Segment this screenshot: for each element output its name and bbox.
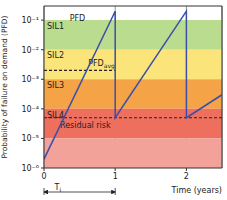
svg-text:SIL3: SIL3 — [47, 81, 64, 90]
svg-text:Probability of failure on dema: Probability of failure on demand (PFD) — [8, 15, 9, 158]
svg-text:PFDavg: PFDavg — [88, 59, 115, 70]
svg-text:Residual risk: Residual risk — [60, 121, 111, 130]
svg-text:SIL1: SIL1 — [47, 22, 64, 31]
svg-text:Time (years): Time (years) — [171, 186, 219, 195]
svg-text:10⁻⁴: 10⁻⁴ — [21, 105, 39, 114]
svg-text:10⁻¹: 10⁻¹ — [21, 16, 39, 25]
svg-text:2: 2 — [184, 172, 189, 181]
svg-text:10⁻³: 10⁻³ — [21, 75, 39, 84]
svg-text:PFD: PFD — [70, 14, 86, 23]
svg-text:SIL2: SIL2 — [47, 51, 64, 60]
svg-text:10⁻⁵: 10⁻⁵ — [21, 134, 39, 143]
svg-text:0: 0 — [41, 172, 46, 181]
svg-text:Ti: Ti — [54, 183, 62, 193]
svg-text:10⁻²: 10⁻² — [21, 46, 39, 55]
svg-text:SIL4: SIL4 — [47, 111, 64, 120]
svg-text:10⁻⁶: 10⁻⁶ — [21, 164, 39, 173]
svg-text:1: 1 — [113, 172, 118, 181]
